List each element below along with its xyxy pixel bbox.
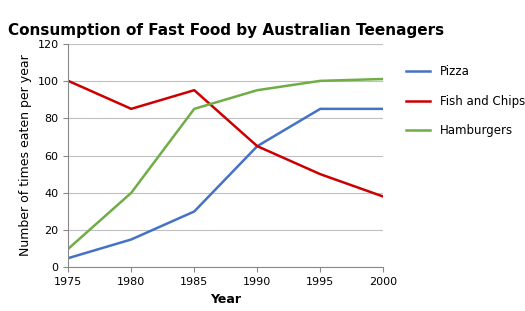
Pizza — [128, 238, 134, 241]
Y-axis label: Number of times eaten per year: Number of times eaten per year — [19, 55, 32, 256]
Fish and Chips — [65, 79, 71, 83]
Fish and Chips — [191, 88, 197, 92]
Fish and Chips — [128, 107, 134, 111]
Line: Pizza: Pizza — [68, 109, 383, 258]
Hamburgers — [317, 79, 323, 83]
Line: Hamburgers: Hamburgers — [68, 79, 383, 249]
Line: Fish and Chips: Fish and Chips — [68, 81, 383, 197]
Pizza — [65, 256, 71, 260]
Fish and Chips — [317, 172, 323, 176]
Hamburgers — [380, 77, 386, 81]
Fish and Chips — [254, 144, 260, 148]
Legend: Pizza, Fish and Chips, Hamburgers: Pizza, Fish and Chips, Hamburgers — [402, 61, 525, 142]
Pizza — [317, 107, 323, 111]
Title: Consumption of Fast Food by Australian Teenagers: Consumption of Fast Food by Australian T… — [8, 23, 444, 38]
X-axis label: Year: Year — [210, 293, 242, 306]
Pizza — [191, 210, 197, 213]
Pizza — [380, 107, 386, 111]
Hamburgers — [191, 107, 197, 111]
Pizza — [254, 144, 260, 148]
Hamburgers — [65, 247, 71, 251]
Hamburgers — [254, 88, 260, 92]
Hamburgers — [128, 191, 134, 195]
Fish and Chips — [380, 195, 386, 198]
